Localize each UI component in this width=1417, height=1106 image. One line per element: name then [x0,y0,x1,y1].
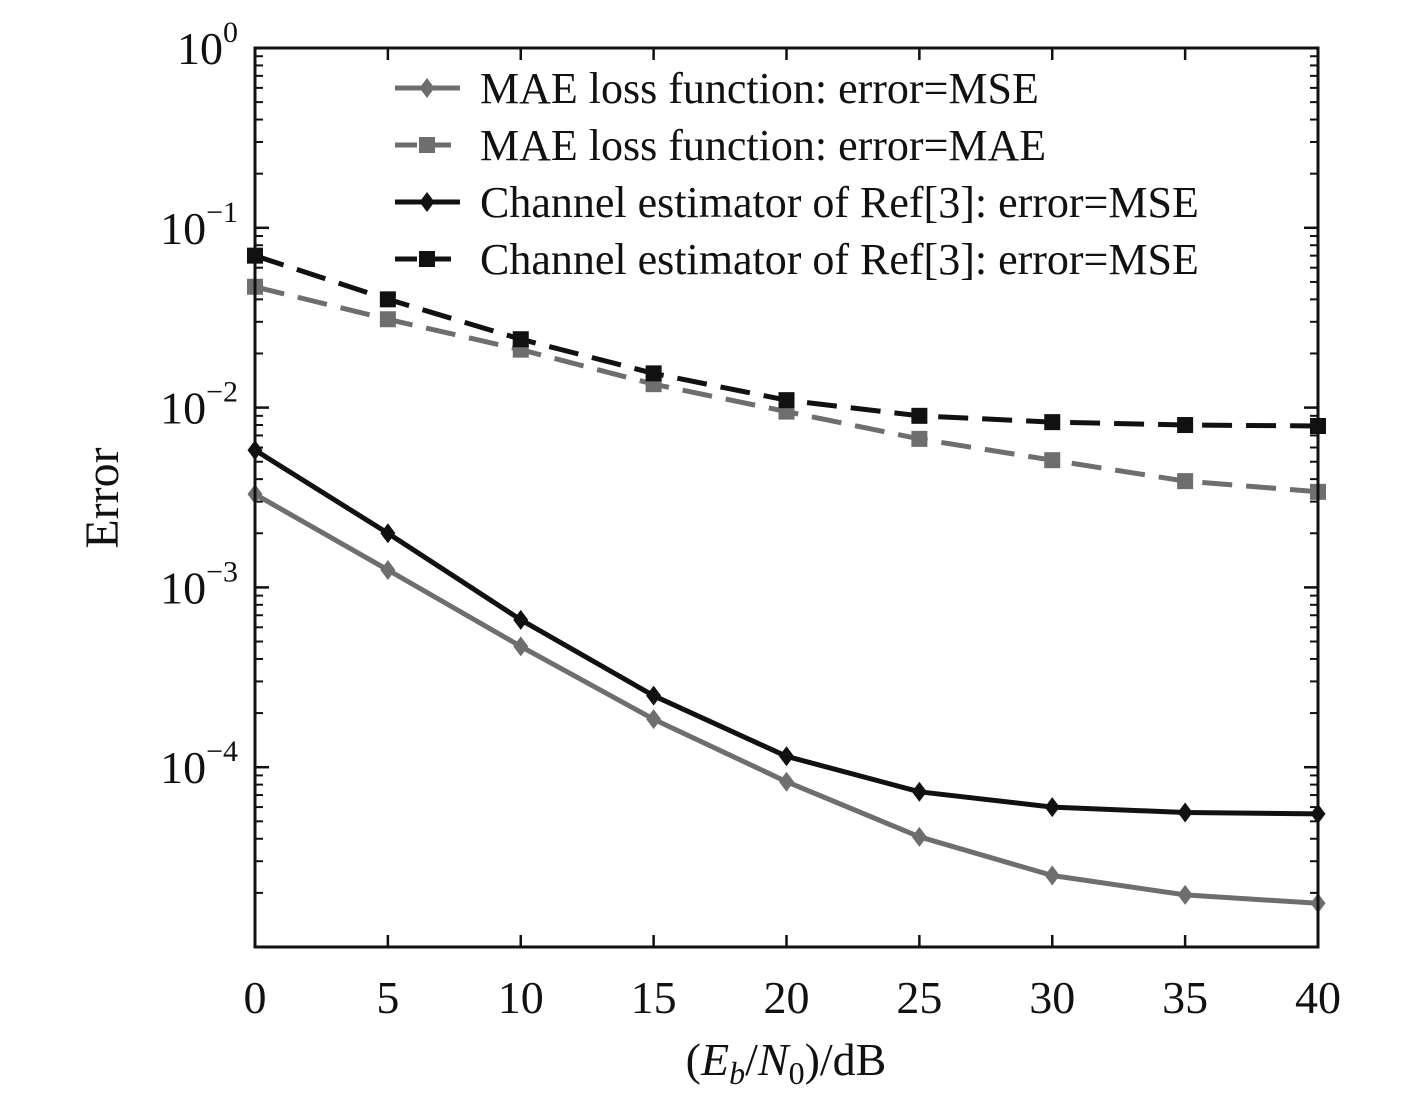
y-tick-exponent: −2 [206,376,238,409]
legend-label-4: Channel estimator of Ref[3]: error=MSE [480,235,1199,284]
legend: MAE loss function: error=MSE MAE loss fun… [395,64,1199,284]
data-point-series-2 [911,430,928,447]
data-point-series-1 [1044,865,1060,886]
x-axis-label-zero: 0 [789,1055,805,1091]
x-axis-label-close: )/dB [805,1034,887,1085]
data-point-series-3 [513,609,529,630]
data-point-series-4 [512,331,529,348]
data-point-series-1 [380,559,396,580]
x-axis-label-open: ( [686,1034,701,1085]
legend-marker-1 [419,78,435,98]
y-tick-base: 10 [160,383,206,434]
data-point-series-1 [911,826,927,847]
data-point-series-2 [379,311,396,328]
data-point-series-4 [778,392,795,409]
y-tick-exponent: −3 [206,555,238,588]
y-tick-label: 10−4 [160,735,238,793]
y-tick-label: 10−1 [160,196,238,254]
legend-label-2: MAE loss function: error=MAE [480,121,1046,170]
x-axis-label-b: b [729,1055,745,1091]
data-point-series-4 [379,291,396,308]
data-point-series-4 [1044,414,1061,431]
data-point-series-1 [646,709,662,730]
data-point-series-3 [646,685,662,706]
y-tick-base: 10 [160,742,206,793]
x-tick-label: 30 [1029,972,1075,1023]
x-tick-label: 0 [244,972,267,1023]
data-point-series-1 [779,771,794,792]
y-tick-label: 10−2 [160,376,238,434]
x-axis-label-e: E [700,1034,729,1085]
data-point-series-2 [1044,452,1061,469]
y-tick-exponent: −1 [206,196,238,229]
x-tick-label: 35 [1162,972,1208,1023]
x-tick-label: 20 [764,972,810,1023]
legend-label-1: MAE loss function: error=MSE [480,64,1039,113]
data-point-series-3 [911,781,927,802]
x-tick-label: 40 [1295,972,1341,1023]
y-tick-exponent: 0 [223,16,238,49]
legend-marker-4 [419,251,435,267]
legend-marker-2 [419,137,435,153]
x-axis-label: (Eb/N0)/dB [686,1034,887,1091]
data-point-series-3 [1044,797,1060,818]
series-line-1 [255,492,1318,906]
legend-label-3: Channel estimator of Ref[3]: error=MSE [480,178,1199,227]
data-point-series-3 [380,523,396,544]
plot-frame [253,46,1320,949]
data-point-series-3 [779,746,794,767]
x-axis-label-n: N [757,1034,791,1085]
x-tick-label: 5 [376,972,399,1023]
y-tick-base: 10 [160,203,206,254]
x-tick-label: 10 [498,972,544,1023]
series-layer [255,253,1318,906]
data-point-series-4 [645,365,662,382]
y-tick-label: 100 [177,16,238,74]
data-point-series-3 [1177,802,1193,823]
y-tick-exponent: −4 [206,735,238,768]
data-point-series-2 [1177,473,1194,490]
y-tick-base: 10 [160,562,206,613]
series-line-2 [255,284,1318,495]
x-tick-label: 15 [631,972,677,1023]
x-axis-label-slash: / [745,1034,758,1085]
data-point-series-4 [911,407,928,424]
x-tick-label: 25 [896,972,942,1023]
y-axis-label: Error [76,447,129,548]
data-point-series-1 [513,636,529,657]
legend-marker-3 [419,192,435,212]
data-point-series-4 [1177,417,1194,434]
y-tick-label: 10−3 [160,555,238,613]
y-tick-base: 10 [177,23,223,74]
data-point-series-1 [1177,884,1193,905]
x-tick-labels: 0 5 10 15 20 25 30 35 40 [244,972,1342,1023]
